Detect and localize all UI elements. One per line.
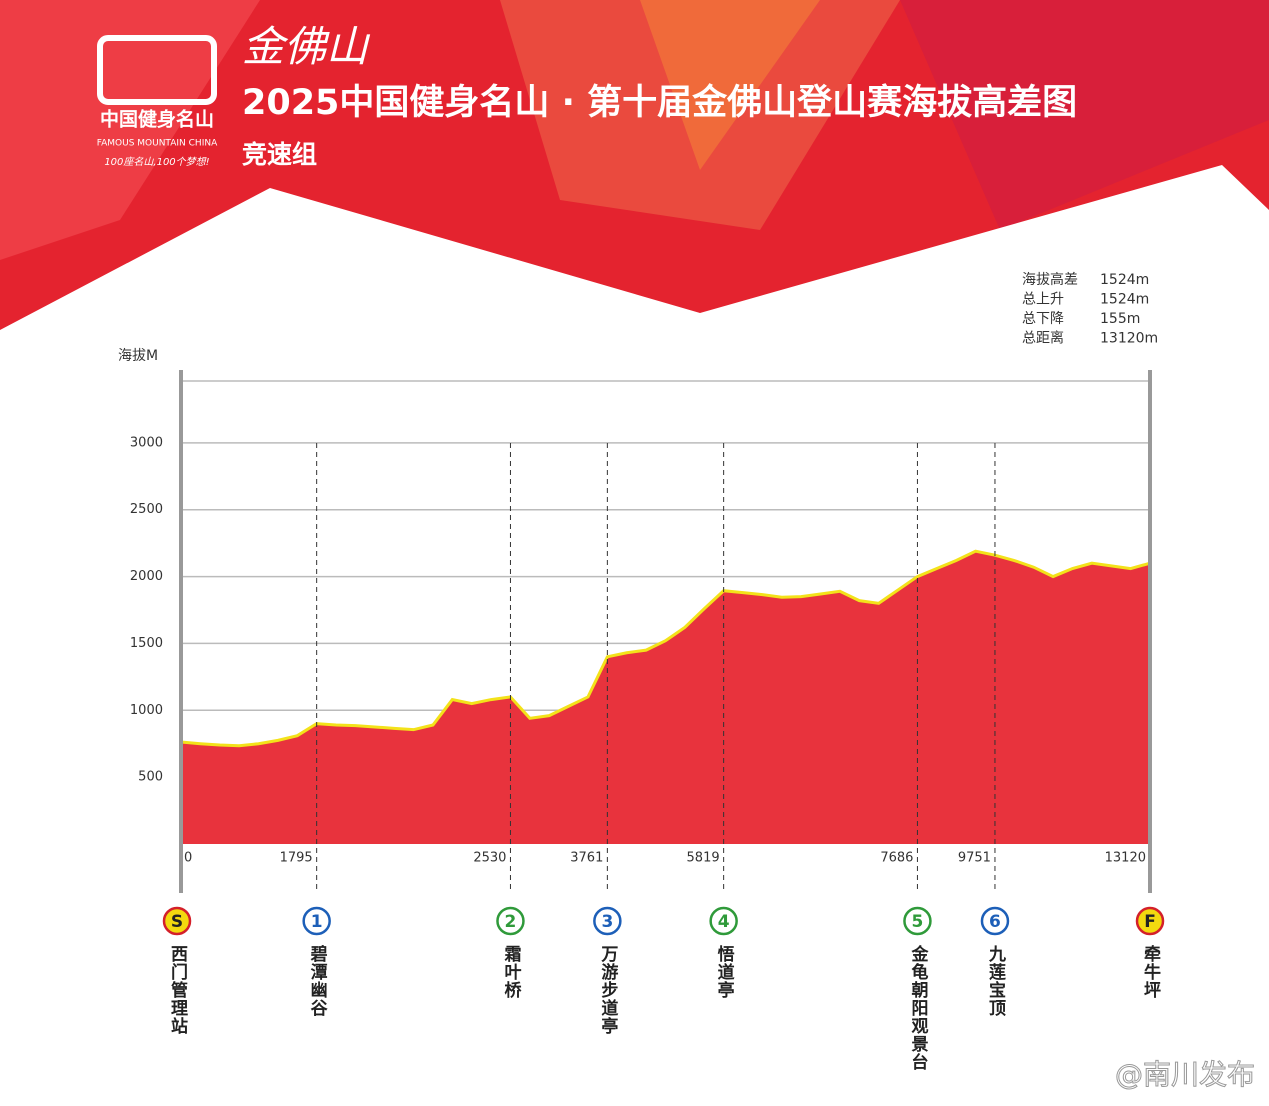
profile-line xyxy=(180,549,1151,748)
station-marker xyxy=(709,906,738,936)
stat-label: 海拔高差 xyxy=(1022,271,1078,288)
stat-label: 总上升 xyxy=(1022,292,1064,308)
station-number: F xyxy=(1144,912,1156,932)
station-number: S xyxy=(171,912,183,932)
station-number: 6 xyxy=(989,912,1001,932)
subtitle: 竞速组 xyxy=(242,140,317,169)
station-number: 1 xyxy=(311,912,323,932)
stat-label: 总距离 xyxy=(1022,330,1064,347)
x-tick-label: 3761 xyxy=(570,851,603,866)
y-tick-label: 3000 xyxy=(130,435,163,450)
title: 2025中国健身名山 · 第十届金佛山登山赛海拔高差图 xyxy=(242,82,1077,123)
y-tick-label: 500 xyxy=(138,770,163,785)
station-name: 西门管理站 xyxy=(167,945,188,1035)
station-number: 4 xyxy=(718,912,730,932)
y-tick-label: 1500 xyxy=(130,636,163,651)
stat-value: 1524m xyxy=(1100,292,1149,308)
x-tick-label: 5819 xyxy=(687,851,720,866)
station-marker xyxy=(302,906,331,936)
station-number: 2 xyxy=(505,912,517,932)
logo-en: FAMOUS MOUNTAIN CHINA xyxy=(97,139,218,149)
stat-value: 13120m xyxy=(1100,331,1158,347)
x-tick-label: 0 xyxy=(184,851,192,866)
x-tick-label: 13120 xyxy=(1105,851,1146,866)
station-marker xyxy=(593,906,622,936)
logo-slogan: 100座名山,100个梦想! xyxy=(104,156,209,168)
x-tick-label: 9751 xyxy=(958,851,991,866)
station-marker xyxy=(1135,906,1165,936)
stats: 海拔高差 1524m 总上升 1524m 总下降 155m 总距离 13120m xyxy=(1022,271,1158,347)
station-marker xyxy=(903,906,932,936)
station-number: 5 xyxy=(912,912,924,932)
facet xyxy=(0,0,260,260)
facet xyxy=(900,0,1269,230)
x-tick-label: 1795 xyxy=(280,851,313,866)
logo-mark xyxy=(97,35,217,105)
chart: 500 1000 1500 2000 2500 3000 0 S 西门管理站 1795 1 碧潭幽谷 2… xyxy=(130,370,1165,1071)
station-name: 万游步道亭 xyxy=(597,945,619,1035)
station-name: 霜叶桥 xyxy=(500,945,521,999)
station-marker xyxy=(980,906,1010,936)
y-tick-label: 2500 xyxy=(130,502,163,517)
station-name: 碧潭幽谷 xyxy=(307,945,329,1017)
station-marker xyxy=(162,906,192,936)
x-tick-label: 2530 xyxy=(473,851,506,866)
station-number: 3 xyxy=(601,912,613,932)
station-name: 悟道亭 xyxy=(714,944,735,999)
facet xyxy=(640,0,820,170)
stat-label: 总下降 xyxy=(1022,311,1064,327)
area xyxy=(181,551,1150,844)
y-tick-label: 2000 xyxy=(130,569,163,584)
station-marker xyxy=(496,906,525,936)
y-axis-label: 海拔M xyxy=(118,348,158,364)
station-name: 金龟朝阳观景台 xyxy=(907,944,929,1071)
stat-value: 1524m xyxy=(1100,272,1149,288)
station-name: 九莲宝顶 xyxy=(985,945,1007,1017)
logo-name: 中国健身名山 xyxy=(100,108,214,131)
stat-value: 155m xyxy=(1100,311,1140,327)
brand-script: 金佛山 xyxy=(242,22,371,71)
watermark: @南川发布 xyxy=(1115,1058,1255,1091)
header-cut xyxy=(0,165,1269,1106)
x-tick-label: 7686 xyxy=(880,851,913,866)
station-name: 牵牛坪 xyxy=(1140,944,1161,999)
y-tick-label: 1000 xyxy=(130,703,163,718)
